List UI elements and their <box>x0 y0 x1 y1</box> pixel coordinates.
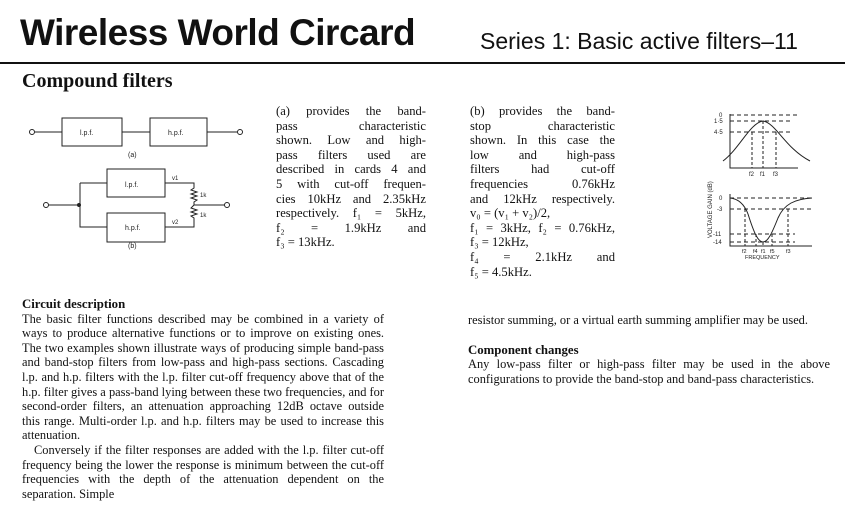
lpf-label-b: l.p.f. <box>125 182 138 189</box>
text-line: filters had cut-off <box>470 162 615 177</box>
hpf-label-b: h.p.f. <box>125 225 141 232</box>
text-line: shown. In this case the <box>470 133 615 148</box>
r1-label: 1k <box>200 193 207 199</box>
text-line: pass filters used are <box>276 147 426 162</box>
text-column-b: (b) provides the band-stop characteristi… <box>470 104 615 279</box>
right-column: resistor summing, or a virtual earth sum… <box>468 313 830 386</box>
tick-label: 1·5 <box>714 119 723 125</box>
response-graphs: VOLTAGE GAIN (dB) 0 1·5 4·5 f2 f1 f3 0 -… <box>708 113 813 261</box>
text-line: (a) provides the band- <box>276 104 426 118</box>
text-line: respectively. f₁ = 5kHz, <box>276 206 426 221</box>
text-line: f₃ = 12kHz, <box>470 235 529 250</box>
circuit-description-heading: Circuit description <box>22 297 126 311</box>
paragraph: Conversely if the filter responses are a… <box>22 442 384 501</box>
diagram-a: l.p.f. h.p.f. (a) <box>29 117 243 159</box>
label-b: (b) <box>128 243 137 250</box>
tick-label: -3 <box>717 207 723 213</box>
text-column-a: (a) provides the band-pass characteristi… <box>276 104 426 250</box>
text-line: pass characteristic <box>276 118 426 133</box>
header-rule <box>0 62 845 64</box>
paragraph: resistor summing, or a virtual earth sum… <box>468 313 808 327</box>
text-line: low and high-pass <box>470 147 615 162</box>
freq-label: f1 <box>761 249 766 255</box>
x-axis-label: FREQUENCY <box>745 255 780 261</box>
paragraph: The basic filter functions described may… <box>22 311 384 443</box>
freq-label: f5 <box>770 249 775 255</box>
text-line: and 12kHz respectively. <box>470 191 615 206</box>
bandstop-graph: 0 -3 -11 -14 f2 f4 f1 f5 f3 FREQUENCY <box>713 194 813 261</box>
text-line: stop characteristic <box>470 118 615 133</box>
freq-label: f3 <box>786 249 791 255</box>
freq-label: f4 <box>753 249 758 255</box>
lpf-label: l.p.f. <box>80 130 93 137</box>
freq-label: f3 <box>773 172 779 178</box>
text-line: v₀ = (v₁ + v₂)/2, <box>470 206 551 221</box>
text-line: f₂ = 1.9kHz and <box>276 220 426 235</box>
text-line: described in cards 4 and <box>276 162 426 177</box>
tick-label: -11 <box>713 232 722 238</box>
text-line: 5 with cut-off frequen- <box>276 176 426 191</box>
v1-label: v1 <box>172 176 179 182</box>
component-changes-heading: Component changes <box>468 342 579 357</box>
hpf-label: h.p.f. <box>168 130 184 137</box>
text-line: f₁ = 3kHz, f₂ = 0.76kHz, <box>470 220 615 235</box>
paragraph: Any low-pass filter or high-pass filter … <box>468 357 830 386</box>
bandpass-graph: 0 1·5 4·5 f2 f1 f3 <box>714 113 811 178</box>
masthead: Wireless World Circard <box>20 12 416 53</box>
freq-label: f1 <box>760 172 766 178</box>
tick-label: -14 <box>713 240 722 246</box>
text-line: frequencies 0.76kHz <box>470 176 615 191</box>
tick-label: 0 <box>719 196 723 202</box>
tick-label: 0 <box>719 113 723 119</box>
text-line: f₅ = 4.5kHz. <box>470 264 532 279</box>
text-line: cies 10kHz and 2.35kHz <box>276 191 426 206</box>
y-axis-label: VOLTAGE GAIN (dB) <box>708 181 714 238</box>
text-line: shown. Low and high- <box>276 133 426 148</box>
page-title: Compound filters <box>22 70 173 92</box>
text-line: f₄ = 2.1kHz and <box>470 249 615 264</box>
diagram-b: l.p.f. h.p.f. v1 v2 1k 1k (b) <box>43 168 230 250</box>
freq-label: f2 <box>742 249 747 255</box>
v2-label: v2 <box>172 220 179 226</box>
series-title: Series 1: Basic active filters–11 <box>480 28 798 54</box>
circuit-description: Circuit description The basic filter fun… <box>22 297 384 501</box>
text-line: (b) provides the band- <box>470 104 615 118</box>
label-a: (a) <box>128 152 137 159</box>
freq-label: f2 <box>749 172 755 178</box>
tick-label: 4·5 <box>714 130 723 136</box>
circuit-diagrams: l.p.f. h.p.f. (a) l.p.f. h.p.f. v1 v2 1k… <box>29 117 243 250</box>
text-line: f₃ = 13kHz. <box>276 235 335 250</box>
r2-label: 1k <box>200 213 207 219</box>
